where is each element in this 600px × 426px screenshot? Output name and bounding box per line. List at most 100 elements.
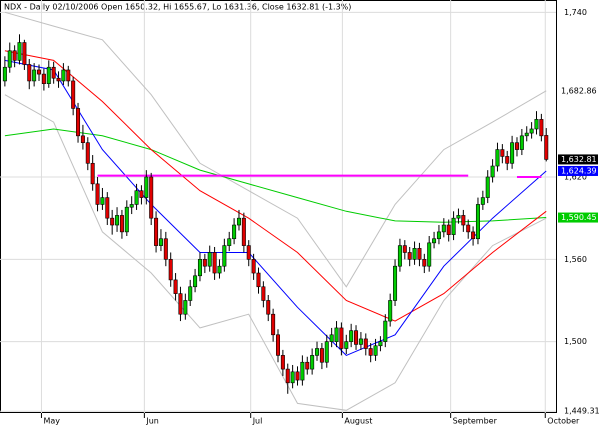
candle-body [285, 368, 290, 384]
candle-body [119, 215, 124, 233]
candle-body [514, 142, 519, 150]
candle-body [271, 313, 276, 336]
candle-body [158, 238, 163, 246]
value-tag-label: 1,590.45 [561, 213, 597, 222]
candle-body [275, 334, 280, 356]
value-tag-label: 1,632.81 [561, 155, 597, 164]
candle-body [139, 190, 144, 198]
candle-body [134, 190, 139, 205]
candle-body [519, 135, 524, 150]
candle-body [436, 231, 441, 240]
y-tick-label: 1,449.31 [564, 407, 600, 416]
x-tick-label: September [453, 417, 498, 426]
candle-body [66, 69, 71, 82]
value-tag [558, 212, 598, 223]
candle-body [344, 341, 349, 349]
candle-body [544, 135, 549, 160]
candle-body [427, 242, 432, 267]
candle-body [451, 217, 456, 235]
x-tick-label: Jun [145, 417, 159, 426]
x-tick-label: August [344, 417, 372, 426]
value-tag [558, 165, 598, 176]
candle-body [232, 224, 237, 240]
candle-body [373, 345, 378, 356]
candle-body [417, 248, 422, 260]
candle-body [461, 215, 466, 226]
candle-body [456, 215, 461, 219]
candle-body [256, 272, 261, 288]
candle-body [76, 108, 81, 137]
y-tick-label: 1,620 [564, 173, 587, 182]
candle-body [422, 259, 427, 267]
candle-body [393, 265, 398, 301]
candle-body [490, 165, 495, 178]
candle-body [251, 259, 256, 274]
candle-body [168, 259, 173, 281]
candle-body [173, 279, 178, 294]
indicator-line [4, 11, 547, 288]
candle-body [7, 50, 12, 68]
candle-body [188, 286, 193, 301]
candle-body [329, 334, 334, 342]
candle-body [163, 238, 168, 260]
value-tag [558, 85, 598, 96]
candle-body [261, 286, 266, 301]
candle-body [183, 300, 188, 315]
candle-body [193, 275, 198, 288]
candle-body [46, 66, 51, 84]
candle-body [51, 66, 56, 79]
candle-body [149, 176, 154, 219]
value-tag [558, 154, 598, 165]
candle-body [178, 293, 183, 315]
candle-body [197, 259, 202, 277]
candle-body [524, 132, 529, 137]
candle-body [41, 73, 46, 84]
candle-body [300, 361, 305, 381]
candle-body [222, 245, 227, 267]
candle-body [227, 238, 232, 246]
candle-body [500, 149, 505, 157]
candle-body [105, 197, 110, 219]
candle-body [17, 42, 22, 61]
y-tick-label: 1,740 [564, 8, 587, 17]
candle-body [12, 50, 17, 61]
candle-body [505, 156, 510, 164]
indicator-line [4, 50, 547, 322]
candle-body [319, 348, 324, 363]
candle-body [56, 77, 61, 82]
candle-body [378, 341, 383, 347]
candle-body [432, 238, 437, 244]
candle-body [100, 197, 105, 205]
candle-body [534, 119, 539, 130]
candle-body [510, 142, 515, 164]
candle-body [202, 259, 207, 267]
y-tick-label: 1,560 [564, 255, 587, 264]
candle-body [37, 69, 42, 75]
candle-body [495, 149, 500, 167]
indicator-line [4, 59, 547, 356]
candle-body [529, 128, 534, 134]
candle-body [129, 204, 134, 208]
candle-body [80, 135, 85, 143]
candle-body [368, 348, 373, 356]
candle-body [315, 348, 320, 356]
candle-body [388, 300, 393, 322]
candle-body [2, 66, 7, 82]
candle-body [407, 252, 412, 260]
candle-body [71, 80, 76, 109]
candle-body [95, 183, 100, 205]
chart-title: NDX - Daily 02/10/2006 Open 1650.32, Hi … [4, 3, 351, 12]
candle-body [154, 217, 159, 246]
candle-body [305, 361, 310, 370]
candle-body [85, 142, 90, 164]
candle-body [485, 176, 490, 198]
value-tag-label: 1,682.86 [561, 86, 597, 95]
x-tick-label: October [547, 417, 580, 426]
candle-body [115, 215, 120, 226]
candle-body [144, 176, 149, 198]
candle-body [349, 330, 354, 342]
candle-body [246, 245, 251, 260]
candle-body [324, 341, 329, 363]
candle-body [412, 248, 417, 260]
